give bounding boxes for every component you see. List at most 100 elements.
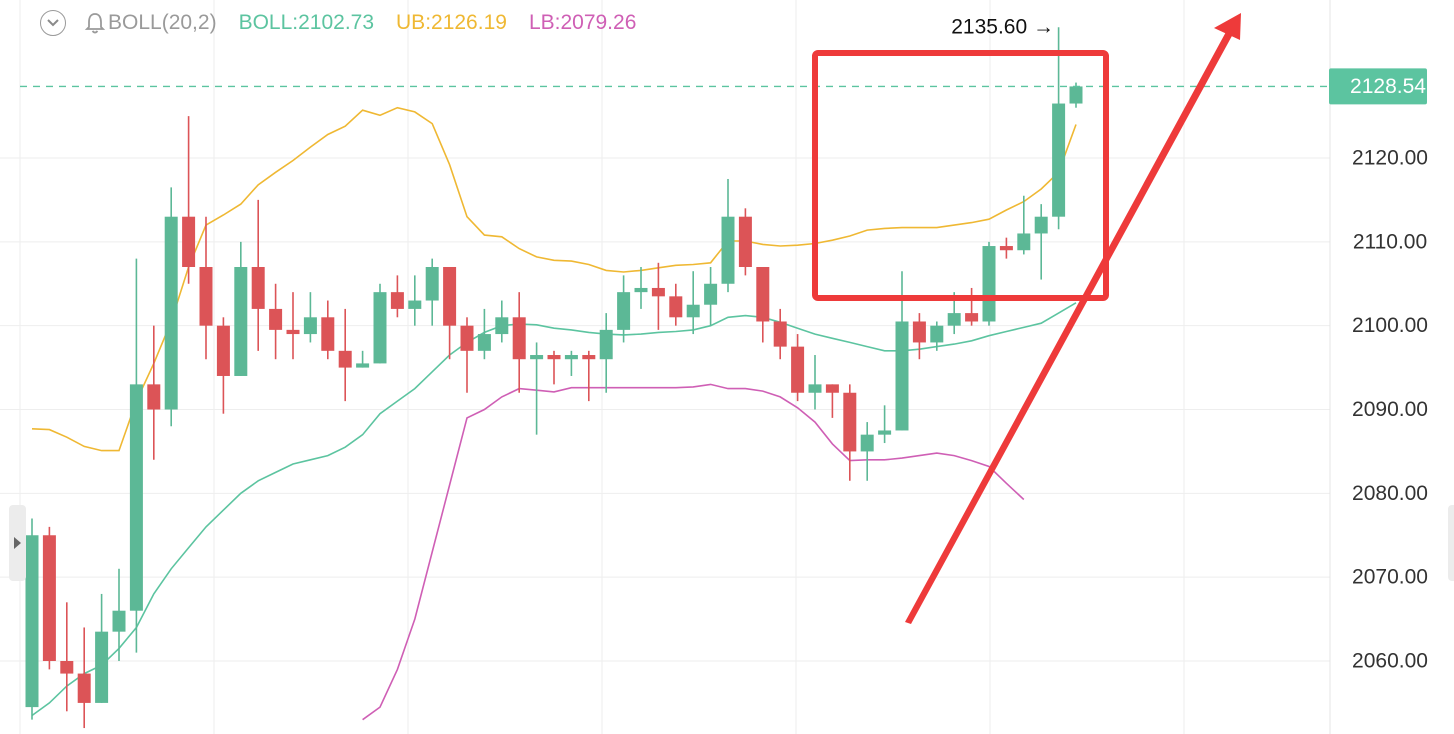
candle[interactable] xyxy=(60,602,74,712)
candle[interactable] xyxy=(512,292,526,393)
candle[interactable] xyxy=(251,199,265,351)
candle-body xyxy=(982,246,996,322)
candle[interactable] xyxy=(791,334,805,402)
candle[interactable] xyxy=(930,321,944,351)
candle[interactable] xyxy=(25,518,39,720)
candle[interactable] xyxy=(199,216,213,360)
candle-body xyxy=(95,631,109,703)
candle[interactable] xyxy=(425,258,439,326)
candle[interactable] xyxy=(1052,27,1066,230)
candle-body xyxy=(843,392,857,452)
candle[interactable] xyxy=(982,241,996,326)
caret-right-icon xyxy=(14,537,21,549)
candle[interactable] xyxy=(112,568,126,661)
candle-body xyxy=(425,266,439,301)
candle[interactable] xyxy=(999,237,1013,259)
candle-body xyxy=(912,321,926,343)
candle-body xyxy=(617,292,631,330)
candle[interactable] xyxy=(408,275,422,326)
candle[interactable] xyxy=(669,283,683,326)
candle-body xyxy=(1017,233,1031,251)
candle-body xyxy=(356,363,370,368)
candle[interactable] xyxy=(634,266,648,309)
candle[interactable] xyxy=(495,300,509,343)
candle[interactable] xyxy=(530,342,544,435)
candle[interactable] xyxy=(878,405,892,444)
candle[interactable] xyxy=(286,292,300,360)
candle[interactable] xyxy=(912,313,926,360)
high-price-marker: 2135.60 → xyxy=(951,16,1054,39)
candle-body xyxy=(286,329,300,335)
candle-body xyxy=(234,266,248,376)
candle[interactable] xyxy=(164,187,178,427)
candle[interactable] xyxy=(95,593,109,703)
candle[interactable] xyxy=(234,241,248,376)
candle-body xyxy=(669,296,683,318)
candle[interactable] xyxy=(373,283,387,364)
candle[interactable] xyxy=(147,325,161,460)
candle[interactable] xyxy=(547,350,561,385)
candle[interactable] xyxy=(860,422,874,481)
candle-body xyxy=(634,287,648,293)
candle[interactable] xyxy=(42,526,56,670)
candle[interactable] xyxy=(756,266,770,343)
candle[interactable] xyxy=(808,355,822,410)
candle-body xyxy=(947,313,961,326)
indicator-name: BOLL(20,2) xyxy=(108,11,217,34)
candle[interactable] xyxy=(738,208,752,276)
candle-body xyxy=(129,384,143,611)
candle[interactable] xyxy=(704,266,718,326)
candle[interactable] xyxy=(129,258,143,653)
candle-body xyxy=(495,317,509,335)
candle[interactable] xyxy=(843,384,857,481)
price-axis[interactable]: 2060.00 2070.00 2080.00 2090.00 2100.00 2110.… xyxy=(1352,147,1428,673)
candle[interactable] xyxy=(599,313,613,393)
lower-band-line xyxy=(362,383,1025,721)
collapse-toggle[interactable] xyxy=(40,10,66,36)
candle[interactable] xyxy=(721,178,735,293)
bell-icon[interactable] xyxy=(84,11,106,35)
candle[interactable] xyxy=(477,308,491,360)
candle-body xyxy=(512,317,526,360)
candle-body xyxy=(147,384,161,410)
candle-body xyxy=(408,300,422,309)
candle[interactable] xyxy=(582,350,596,402)
candle[interactable] xyxy=(617,275,631,343)
price-tick-label: 2070.00 xyxy=(1352,566,1428,589)
candle[interactable] xyxy=(356,350,370,368)
candle[interactable] xyxy=(564,350,578,376)
ub-value: UB:2126.19 xyxy=(396,11,507,34)
candle[interactable] xyxy=(825,384,839,418)
candle-body xyxy=(199,266,213,326)
candle[interactable] xyxy=(303,292,317,343)
candle[interactable] xyxy=(182,116,196,284)
right-panel-handle[interactable] xyxy=(1448,505,1454,581)
candle[interactable] xyxy=(216,317,230,414)
candle-body xyxy=(930,325,944,343)
candle[interactable] xyxy=(965,287,979,326)
candles[interactable] xyxy=(25,27,1083,729)
candle[interactable] xyxy=(651,262,665,330)
candle-body xyxy=(825,384,839,393)
candle[interactable] xyxy=(390,275,404,318)
candle[interactable] xyxy=(77,627,91,729)
candle-body xyxy=(895,321,909,431)
candle[interactable] xyxy=(686,271,700,335)
candle[interactable] xyxy=(269,283,283,360)
price-tick-label: 2120.00 xyxy=(1352,147,1428,170)
candle-body xyxy=(182,216,196,267)
candle[interactable] xyxy=(1034,204,1048,280)
candle-body xyxy=(704,283,718,305)
candle[interactable] xyxy=(460,317,474,393)
candle[interactable] xyxy=(443,266,457,360)
highlight-box xyxy=(812,50,1109,301)
candle[interactable] xyxy=(321,300,335,360)
candle[interactable] xyxy=(773,308,787,360)
candle[interactable] xyxy=(1017,195,1031,255)
candle-body xyxy=(773,321,787,347)
left-panel-handle[interactable] xyxy=(9,505,26,581)
price-tick-label: 2090.00 xyxy=(1352,398,1428,421)
candle[interactable] xyxy=(338,308,352,402)
candle-body xyxy=(216,325,230,376)
